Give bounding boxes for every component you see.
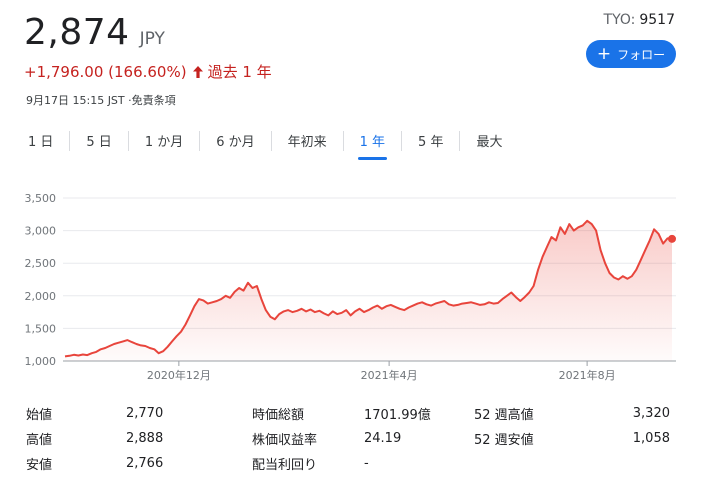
stat-label-high: 高値	[26, 433, 53, 448]
stat-value-52w-low: 1,058	[632, 431, 670, 446]
stat-value-low: 2,766	[126, 456, 164, 471]
range-separator	[69, 130, 71, 151]
range-1y[interactable]: 1 年	[344, 125, 401, 160]
stat-value-dividend-yield: -	[364, 456, 369, 471]
x-tick-label: 2020年12月	[147, 368, 211, 382]
last-price-dot	[668, 234, 676, 243]
follow-button-label: フォロー	[617, 47, 666, 62]
y-tick-label: 1,000	[25, 355, 57, 368]
stat-label-open: 始値	[26, 408, 53, 423]
symbol-label: 9517	[639, 12, 675, 28]
stat-value-52w-high: 3,320	[632, 406, 670, 421]
currency-label: JPY	[139, 29, 165, 49]
follow-button[interactable]: + フォロー	[586, 40, 676, 68]
x-tick-label: 2021年4月	[361, 368, 418, 382]
exchange-label: TYO:	[603, 12, 636, 28]
stat-label-52w-low: 52 週安値	[474, 433, 534, 448]
stats-row: 安値 2,766 配当利回り -	[26, 451, 686, 476]
change-value: +1,796.00 (166.60%)	[24, 62, 187, 81]
range-1m[interactable]: 1 か月	[144, 135, 184, 150]
y-tick-label: 3,000	[25, 225, 57, 238]
price-change: +1,796.00 (166.60%) 過去 1 年	[24, 61, 272, 82]
price-line	[64, 219, 673, 358]
stat-label-dividend-yield: 配当利回り	[252, 458, 318, 473]
range-5y[interactable]: 5 年	[418, 135, 444, 150]
arrow-up-icon	[192, 65, 204, 79]
y-tick-label: 2,000	[25, 290, 57, 303]
range-separator	[342, 130, 344, 151]
stat-value-high: 2,888	[126, 431, 164, 446]
range-separator	[401, 130, 403, 151]
price-area-fill	[65, 220, 672, 361]
timestamp-disclaimer[interactable]: 9月17日 15:15 JST ·免責条項	[26, 94, 176, 107]
y-tick-label: 2,500	[25, 257, 57, 270]
plus-icon: +	[596, 43, 612, 64]
change-period: 過去 1 年	[207, 63, 272, 81]
range-separator	[127, 130, 129, 151]
price-chart[interactable]: 3,500 3,000 2,500 2,000 1,500 1,000 2020年12月 2…	[0, 180, 709, 395]
stat-value-pe-ratio: 24.19	[364, 431, 402, 446]
range-separator	[199, 130, 201, 151]
stat-label-pe-ratio: 株価収益率	[252, 433, 318, 448]
quote-price-block: 2,874 JPY	[24, 12, 165, 53]
stat-label-52w-high: 52 週高値	[474, 408, 534, 423]
stat-label-low: 安値	[26, 458, 53, 473]
range-1d[interactable]: 1 日	[28, 135, 54, 150]
stats-row: 高値 2,888 株価収益率 24.19 52 週安値 1,058	[26, 426, 686, 451]
range-selector: 1 日 5 日 1 か月 6 か月 年初来 1 年 5 年 最大	[12, 125, 518, 160]
key-stats: 始値 2,770 時価総額 1701.99億 52 週高値 3,320 高値 2…	[26, 401, 686, 476]
range-separator	[270, 130, 272, 151]
stats-row: 始値 2,770 時価総額 1701.99億 52 週高値 3,320	[26, 401, 686, 426]
stat-value-market-cap: 1701.99億	[364, 408, 431, 423]
y-tick-label: 1,500	[25, 322, 57, 335]
range-5d[interactable]: 5 日	[86, 135, 112, 150]
range-6m[interactable]: 6 か月	[216, 135, 255, 150]
x-tick-label: 2021年8月	[559, 368, 616, 382]
stock-price: 2,874	[24, 12, 130, 53]
range-ytd[interactable]: 年初来	[287, 135, 327, 150]
range-separator	[459, 130, 461, 151]
stat-label-market-cap: 時価総額	[252, 408, 305, 423]
ticker-symbol: TYO: 9517	[604, 12, 675, 28]
range-max[interactable]: 最大	[476, 135, 503, 150]
stat-value-open: 2,770	[126, 406, 164, 421]
y-tick-label: 3,500	[25, 192, 57, 205]
